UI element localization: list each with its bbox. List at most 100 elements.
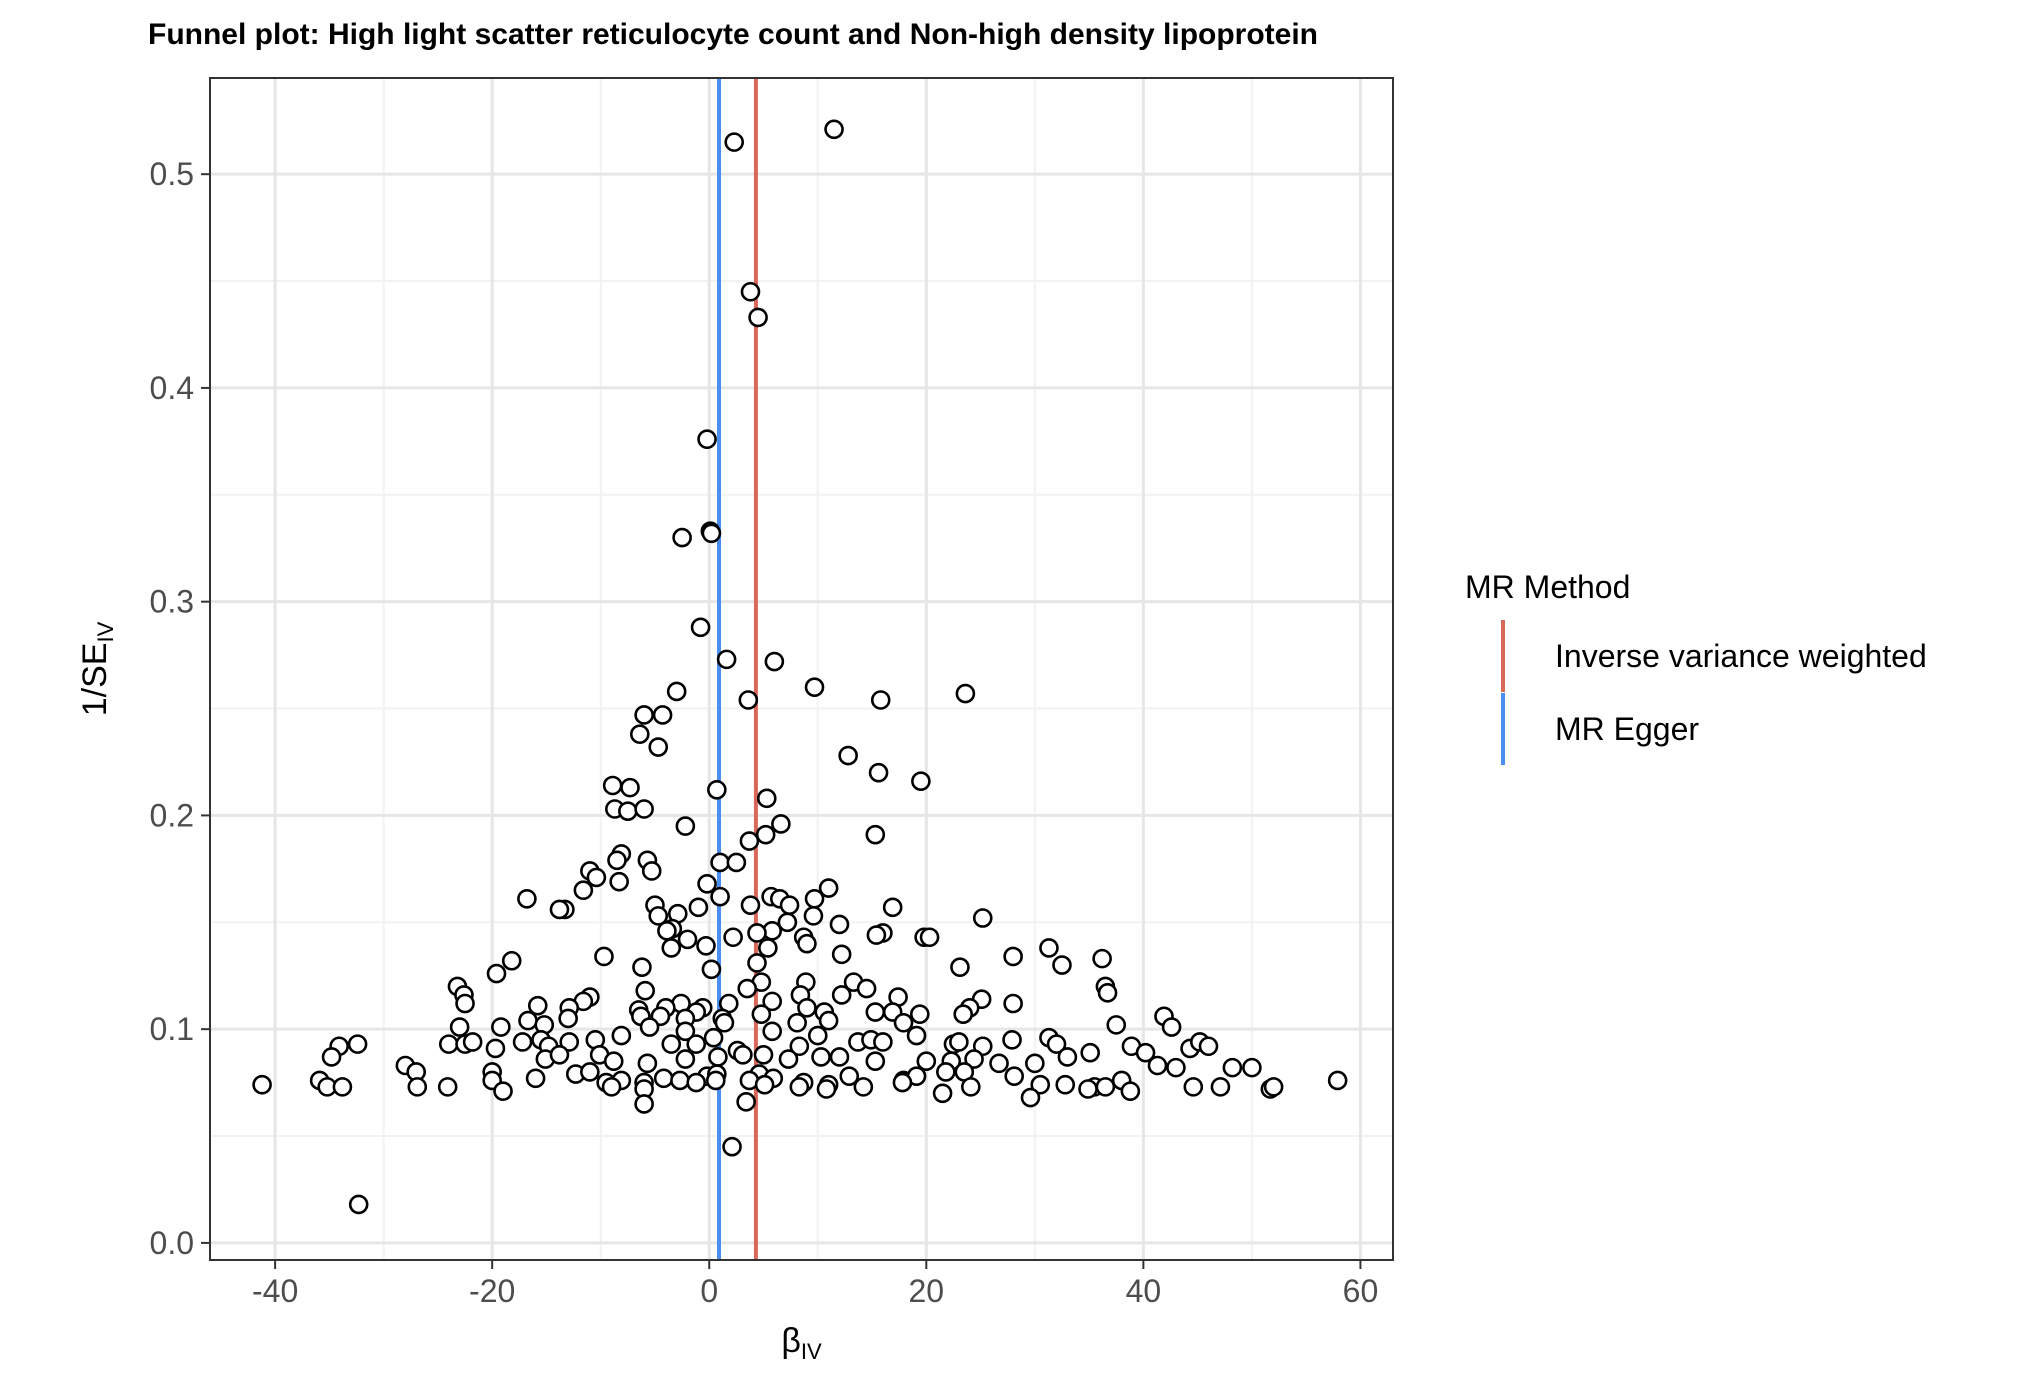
data-point — [831, 944, 852, 965]
data-point — [675, 816, 696, 836]
data-point — [839, 1066, 860, 1086]
data-point — [708, 1047, 728, 1067]
data-point — [733, 1045, 753, 1065]
data-point — [756, 788, 777, 809]
y-tick-label: 0.1 — [150, 1011, 194, 1047]
data-point — [724, 132, 745, 152]
data-point — [1003, 946, 1023, 967]
data-point — [762, 1021, 782, 1042]
data-point — [666, 681, 687, 702]
data-point — [1020, 1087, 1041, 1108]
data-point — [1147, 1055, 1168, 1076]
data-point — [1025, 1053, 1045, 1074]
data-point — [1078, 1079, 1098, 1099]
data-point — [818, 878, 839, 898]
data-point — [1327, 1070, 1348, 1091]
data-point — [764, 651, 785, 672]
data-point — [594, 946, 614, 967]
data-point — [641, 861, 662, 881]
data-point — [573, 880, 594, 901]
data-point — [1183, 1077, 1204, 1097]
data-point — [865, 1002, 886, 1022]
data-point — [737, 978, 758, 999]
data-point — [865, 1051, 886, 1072]
data-point — [1161, 1017, 1182, 1037]
x-axis-title-subscript: IV — [801, 1339, 822, 1364]
data-point — [449, 1017, 470, 1037]
x-axis-title-main: β — [781, 1322, 801, 1360]
data-point — [1106, 1015, 1127, 1035]
data-point — [696, 935, 716, 956]
data-point — [747, 923, 767, 943]
data-point — [882, 897, 903, 918]
data-point — [777, 912, 798, 933]
legend-label-1: MR Egger — [1555, 711, 1699, 747]
data-point — [549, 1045, 570, 1065]
data-point — [634, 705, 654, 725]
data-point — [787, 1012, 807, 1033]
data-point — [675, 1021, 696, 1042]
data-point — [601, 1077, 622, 1097]
data-point — [657, 921, 677, 941]
data-point — [1030, 1074, 1051, 1095]
data-point — [485, 1038, 506, 1059]
data-point — [629, 724, 650, 744]
data-point — [953, 1004, 974, 1024]
data-point — [559, 1032, 580, 1052]
data-point — [829, 1047, 850, 1067]
data-point — [758, 938, 778, 958]
data-point — [818, 1010, 839, 1031]
data-point — [491, 1017, 511, 1037]
data-point — [686, 1072, 707, 1093]
data-point — [919, 927, 940, 948]
data-point — [701, 523, 722, 544]
data-point — [347, 1034, 368, 1054]
data-point — [1057, 1047, 1078, 1067]
data-point — [677, 929, 698, 950]
data-point — [618, 801, 638, 821]
data-point — [853, 1077, 874, 1097]
data-point — [639, 1017, 660, 1037]
x-tick-label: 40 — [1126, 1273, 1162, 1309]
data-point — [964, 1049, 984, 1069]
data-point — [697, 429, 717, 450]
data-point — [738, 690, 759, 710]
data-point — [771, 814, 791, 834]
data-point — [675, 1049, 696, 1069]
data-point — [868, 762, 889, 783]
x-axis-title: βIV — [781, 1322, 822, 1364]
data-point — [1092, 948, 1112, 969]
data-point — [740, 895, 761, 915]
data-point — [751, 1004, 772, 1024]
data-point — [797, 997, 817, 1018]
data-point — [723, 927, 743, 948]
grid-minor — [210, 78, 1393, 1260]
data-point — [653, 1068, 674, 1089]
data-point — [609, 871, 629, 892]
y-tick-label: 0.0 — [150, 1225, 194, 1261]
data-point — [690, 617, 711, 638]
scatter-points — [252, 119, 1348, 1215]
y-tick-label: 0.2 — [150, 797, 194, 833]
data-point — [1263, 1077, 1284, 1097]
panel-border — [209, 77, 1394, 1261]
data-point — [893, 1012, 914, 1033]
data-point — [437, 1077, 458, 1097]
data-point — [517, 888, 537, 909]
data-point — [1004, 1066, 1025, 1086]
data-point — [1052, 955, 1072, 975]
data-point — [701, 959, 722, 980]
data-point — [501, 950, 522, 971]
data-point — [1046, 1034, 1067, 1054]
data-point — [716, 649, 737, 670]
y-axis-title: 1/SEIV — [76, 621, 118, 716]
data-point — [252, 1074, 272, 1095]
y-tick-label: 0.3 — [150, 584, 194, 620]
x-tick-label: 20 — [909, 1273, 945, 1309]
data-point — [972, 908, 993, 928]
legend-title: MR Method — [1465, 569, 1630, 605]
data-point — [1002, 1030, 1022, 1050]
data-point — [632, 957, 652, 977]
data-point — [620, 777, 640, 798]
